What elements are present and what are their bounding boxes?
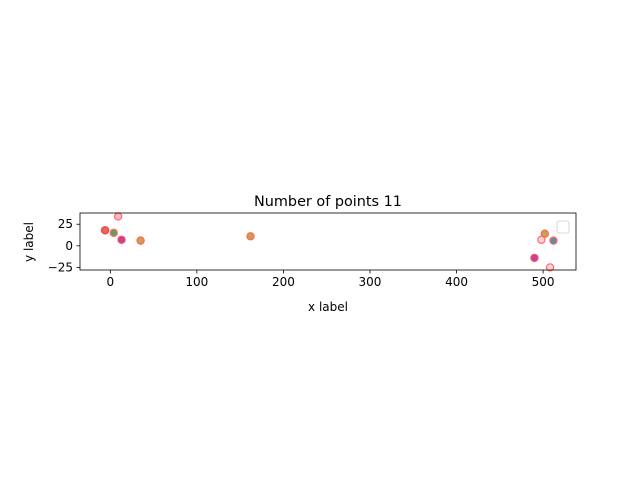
x-tick-label: 0 [106,275,114,289]
scatter-point-9 [540,229,550,238]
x-tick-label: 100 [185,275,208,289]
plot-frame [79,212,577,271]
points-layer [100,212,558,272]
scatter-point-8 [537,235,546,244]
x-axis-label: x label [308,300,348,314]
scatter-point-10 [545,263,555,272]
y-axis-ticks: −25 0 25 [48,217,80,274]
scatter-point-3 [113,212,123,221]
y-tick-label: 0 [65,239,73,253]
x-tick-label: 300 [359,275,382,289]
scatter-point-2 [109,228,118,238]
scatter-point-4 [117,235,126,244]
scatter-point-11 [549,236,558,245]
x-axis-ticks: 0 100 200 300 400 500 [106,270,555,289]
x-tick-label: 500 [532,275,555,289]
y-tick-label: −25 [48,260,73,274]
scatter-point-6 [246,232,255,241]
legend-box [556,220,570,234]
y-tick-label: 25 [58,217,73,231]
y-axis-label: y label [22,222,36,262]
scatter-point-7 [530,253,539,263]
scatter-point-5 [136,236,145,245]
x-tick-label: 200 [272,275,295,289]
scatter-point-1 [100,226,110,235]
plot-area [80,213,576,270]
x-tick-label: 400 [445,275,468,289]
chart-title: Number of points 11 [254,194,402,210]
